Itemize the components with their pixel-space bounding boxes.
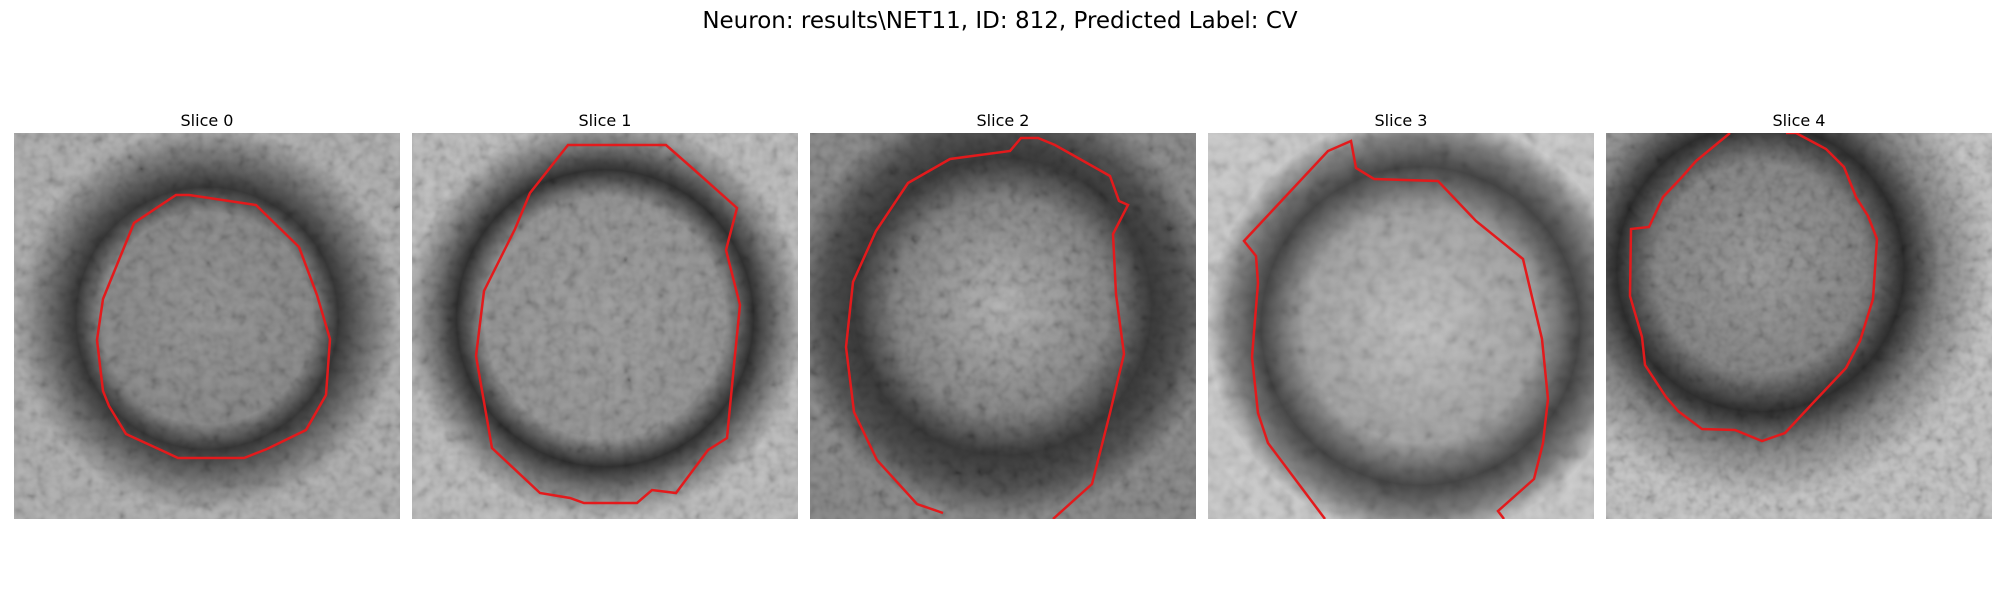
figure-title: Neuron: results\NET11, ID: 812, Predicte… [702, 8, 1298, 34]
slice-title-4: Slice 4 [1772, 111, 1826, 130]
slice-image-1 [412, 133, 798, 519]
slice-image-0 [14, 133, 400, 519]
slice-panel-3: Slice 3 [1208, 111, 1594, 519]
slice-panel-1: Slice 1 [412, 111, 798, 519]
contour-1 [474, 143, 742, 505]
slice-image-2 [810, 133, 1196, 519]
slice-title-3: Slice 3 [1374, 111, 1428, 130]
slice-title-2: Slice 2 [976, 111, 1030, 130]
slice-panel-2: Slice 2 [810, 111, 1196, 519]
contour-4 [1628, 133, 1879, 443]
slice-image-3 [1208, 133, 1594, 519]
slice-panel-4: Slice 4 [1606, 111, 1992, 519]
contour-0 [95, 193, 332, 460]
slice-image-4 [1606, 133, 1992, 519]
slice-title-1: Slice 1 [578, 111, 632, 130]
contour-2 [844, 136, 1130, 519]
contour-3 [1242, 139, 1550, 519]
slice-panel-0: Slice 0 [14, 111, 400, 519]
slice-title-0: Slice 0 [180, 111, 234, 130]
